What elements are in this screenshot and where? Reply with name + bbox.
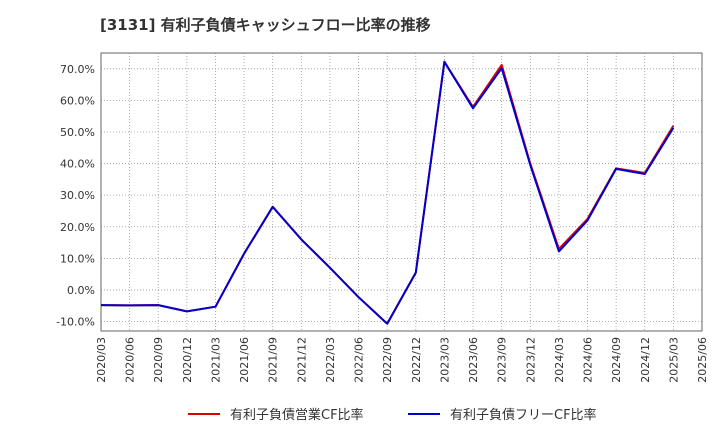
x-tick-label: 2023/12	[524, 337, 537, 383]
x-tick-label: 2023/06	[467, 337, 480, 383]
chart-title: [3131] 有利子負債キャッシュフロー比率の推移	[100, 16, 431, 34]
x-tick-label: 2025/03	[667, 337, 680, 383]
x-tick-label: 2022/09	[381, 337, 394, 383]
legend-label: 有利子負債営業CF比率	[230, 407, 364, 423]
y-tick-label: 30.0%	[60, 189, 95, 202]
x-tick-label: 2024/06	[582, 337, 595, 383]
y-tick-label: 70.0%	[60, 63, 95, 76]
y-tick-label: 20.0%	[60, 221, 95, 234]
x-tick-label: 2021/03	[209, 337, 222, 383]
x-tick-label: 2022/03	[324, 337, 337, 383]
x-tick-label: 2025/06	[696, 337, 709, 383]
x-tick-label: 2021/12	[295, 337, 308, 383]
y-tick-label: 10.0%	[60, 252, 95, 265]
x-tick-label: 2021/06	[238, 337, 251, 383]
x-tick-label: 2023/03	[438, 337, 451, 383]
x-tick-label: 2021/09	[267, 337, 280, 383]
x-tick-label: 2020/03	[95, 337, 108, 383]
y-tick-label: 60.0%	[60, 94, 95, 107]
y-tick-label: 50.0%	[60, 126, 95, 139]
y-axis-ticks: -10.0% 0.0% 10.0% 20.0% 30.0% 40.0% 50.0% 60.0%…	[56, 63, 95, 329]
legend-label: 有利子負債フリーCF比率	[450, 407, 597, 423]
x-tick-label: 2024/03	[553, 337, 566, 383]
y-tick-label: 40.0%	[60, 158, 95, 171]
x-tick-label: 2020/06	[124, 337, 137, 383]
x-tick-label: 2024/09	[610, 337, 623, 383]
legend: 有利子負債営業CF比率 有利子負債フリーCF比率	[188, 407, 597, 423]
plot-frame	[100, 52, 703, 332]
series-line-2	[100, 60, 675, 325]
x-axis-ticks: 2020/03 2020/06 2020/09 2020/12 2021/03 2021/…	[95, 337, 709, 383]
x-tick-label: 2022/12	[410, 337, 423, 383]
series-lines	[100, 60, 675, 325]
x-tick-label: 2020/09	[152, 337, 165, 383]
y-tick-label: 0.0%	[67, 284, 95, 297]
x-tick-label: 2020/12	[181, 337, 194, 383]
x-tick-label: 2023/09	[496, 337, 509, 383]
x-tick-label: 2022/06	[353, 337, 366, 383]
x-tick-label: 2024/12	[639, 337, 652, 383]
grid-lines	[101, 53, 702, 331]
y-tick-label: -10.0%	[56, 316, 95, 329]
